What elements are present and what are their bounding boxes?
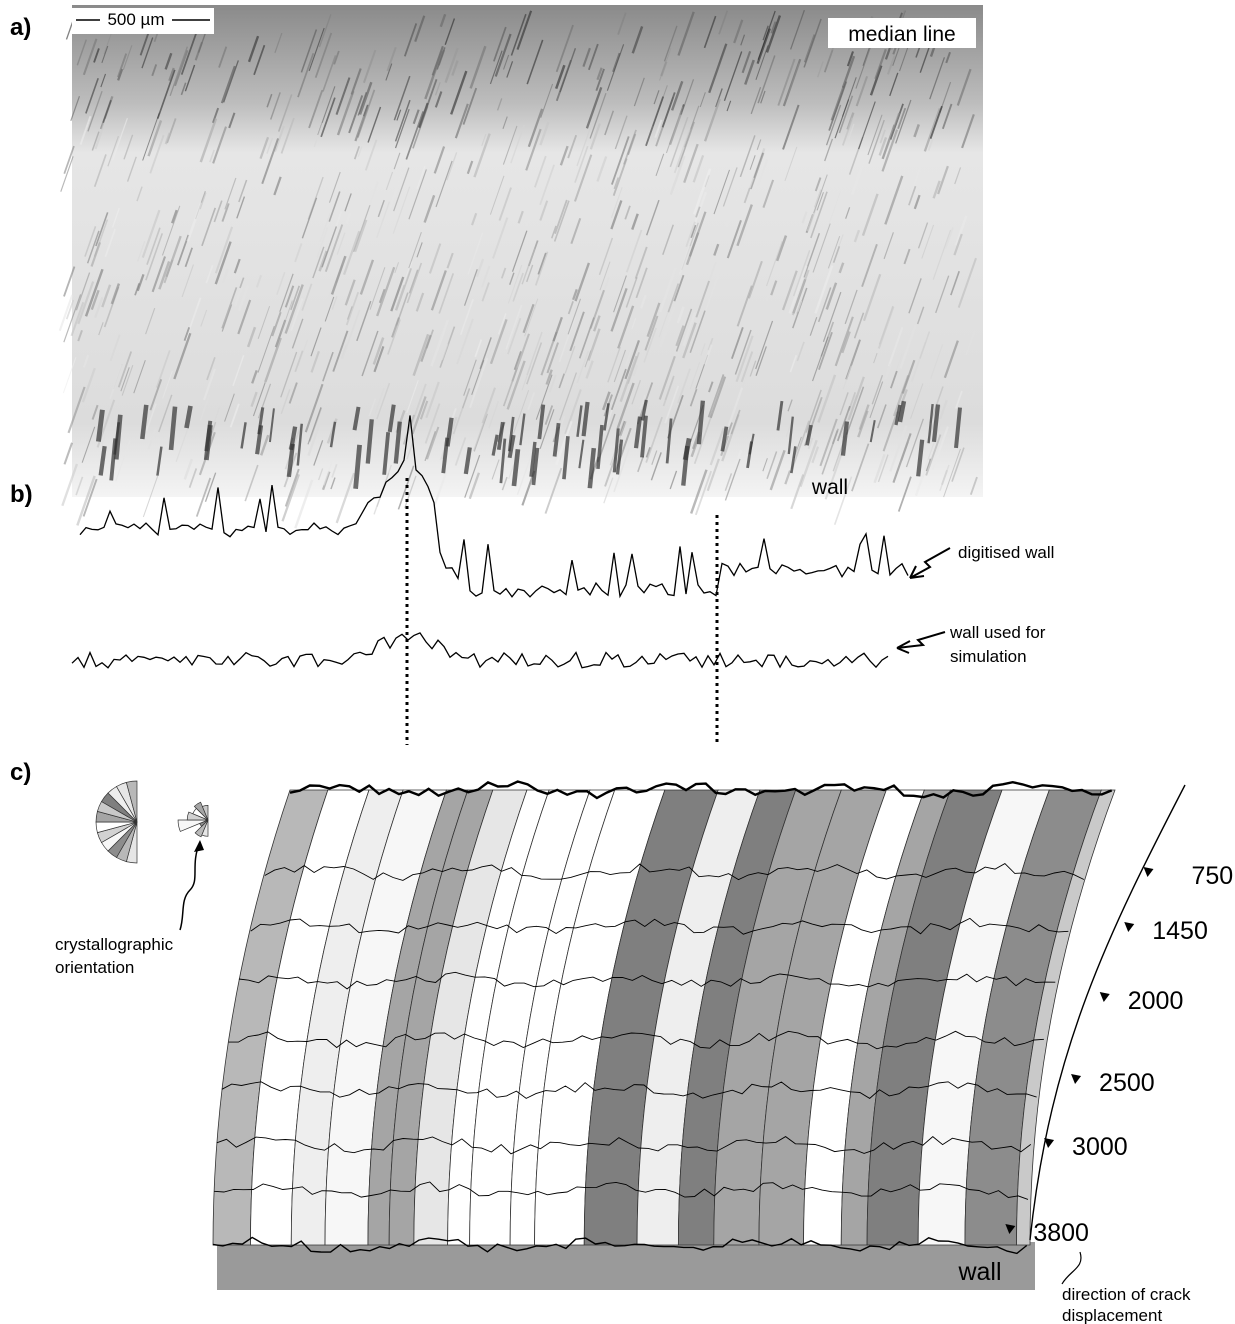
figure: 500 µm median line wall a) b) c) digitis… xyxy=(0,0,1235,1324)
arrow xyxy=(897,632,945,653)
arrow xyxy=(1062,1252,1081,1284)
arrowhead xyxy=(194,840,204,852)
annotation: wall used for xyxy=(949,623,1046,642)
arrowhead xyxy=(1100,992,1110,1002)
annotation: simulation xyxy=(950,647,1027,666)
step-label: 3800 xyxy=(1033,1219,1089,1247)
wall xyxy=(217,1242,1035,1290)
panel-label: b) xyxy=(10,481,33,508)
annotation: crystallographic xyxy=(55,935,174,954)
median-label: median line xyxy=(848,23,955,46)
arrowhead xyxy=(1071,1074,1081,1084)
wall-label: wall xyxy=(957,1258,1001,1286)
step-label: 2000 xyxy=(1128,987,1184,1015)
panel-label: c) xyxy=(10,759,31,786)
texture-stroke xyxy=(60,295,73,331)
annotation: direction of crack xyxy=(1062,1285,1191,1304)
simulation: 750 1450 2000 2500 3000 3800 xyxy=(96,781,1233,1290)
panel-label: a) xyxy=(10,14,31,41)
texture-stroke xyxy=(61,156,73,191)
scale-label: 500 µm xyxy=(107,10,164,29)
arrowhead xyxy=(1124,922,1134,932)
wall-profile xyxy=(72,633,888,668)
annotation: displacement xyxy=(1062,1306,1162,1324)
arrow xyxy=(910,548,950,578)
step-label: 750 xyxy=(1192,862,1234,890)
arrowhead xyxy=(1144,867,1154,877)
step-label: 3000 xyxy=(1072,1133,1128,1161)
step-label: 2500 xyxy=(1099,1069,1155,1097)
annotation: digitised wall xyxy=(958,543,1054,562)
annotation: orientation xyxy=(55,958,134,977)
texture-stroke xyxy=(65,443,73,465)
arrow xyxy=(180,842,200,930)
step-label: 1450 xyxy=(1152,917,1208,945)
wall-label: wall xyxy=(811,476,848,499)
arrowhead xyxy=(1044,1138,1054,1148)
